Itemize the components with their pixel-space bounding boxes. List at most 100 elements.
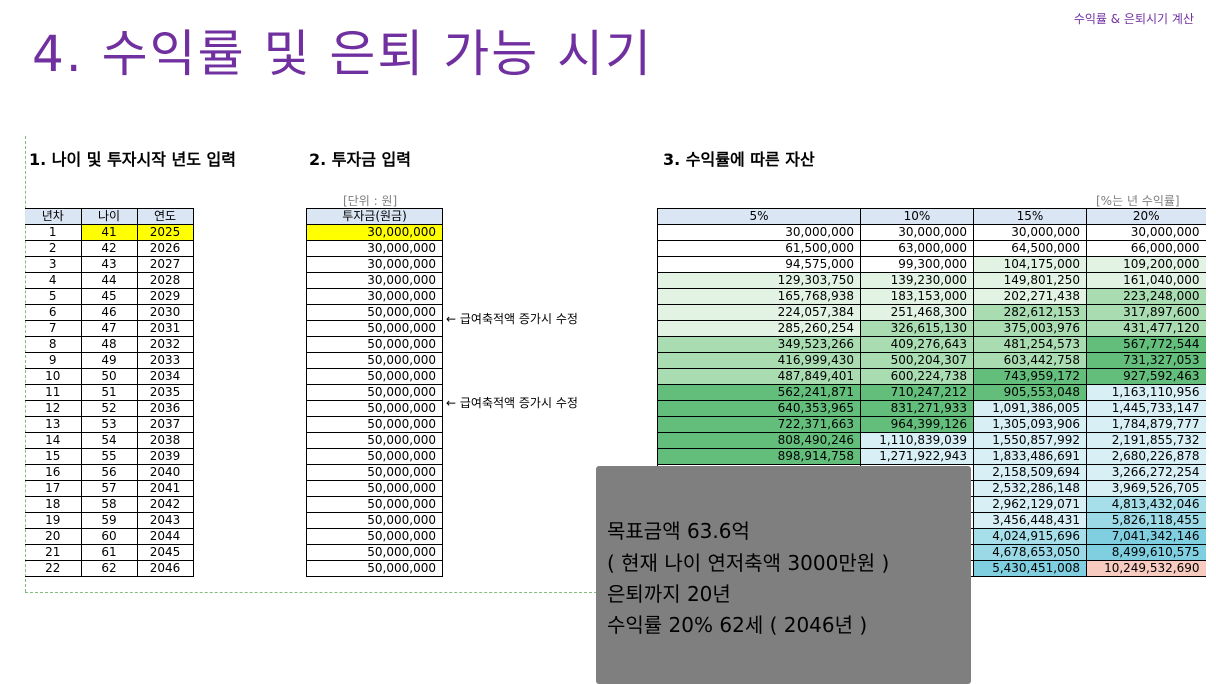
year-cell: 2044 [136, 528, 194, 545]
principal-cell[interactable]: 30,000,000 [306, 256, 443, 273]
asset-15pct-cell: 1,833,486,691 [973, 448, 1087, 465]
header-year-number: 년차 [25, 208, 82, 225]
principal-cell[interactable]: 50,000,000 [306, 320, 443, 337]
year-number-cell: 1 [25, 224, 82, 241]
asset-20pct-cell: 731,327,053 [1086, 352, 1206, 369]
principal-cell[interactable]: 50,000,000 [306, 480, 443, 497]
asset-20pct-cell: 7,041,342,146 [1086, 528, 1206, 545]
asset-10pct-cell: 139,230,000 [860, 272, 974, 289]
age-cell: 52 [80, 400, 138, 417]
principal-cell[interactable]: 50,000,000 [306, 464, 443, 481]
principal-cell[interactable]: 50,000,000 [306, 448, 443, 465]
asset-20pct-cell: 431,477,120 [1086, 320, 1206, 337]
principal-cell[interactable]: 30,000,000 [306, 240, 443, 257]
age-cell: 55 [80, 448, 138, 465]
asset-15pct-cell: 905,553,048 [973, 384, 1087, 401]
asset-20pct-cell: 927,592,463 [1086, 368, 1206, 385]
asset-10pct-cell: 183,153,000 [860, 288, 974, 305]
principal-cell[interactable]: 50,000,000 [306, 384, 443, 401]
table-row: 50,000,000 [306, 304, 443, 321]
asset-10pct-cell: 710,247,212 [860, 384, 974, 401]
asset-15pct-cell: 202,271,438 [973, 288, 1087, 305]
asset-15pct-cell: 743,959,172 [973, 368, 1087, 385]
callout-retire-age: 수익률 20% 62세 ( 2046년 ) [607, 613, 868, 637]
asset-20pct-cell: 30,000,000 [1086, 224, 1206, 241]
year-cell: 2042 [136, 496, 194, 513]
asset-20pct-cell: 2,191,855,732 [1086, 432, 1206, 449]
age-cell: 53 [80, 416, 138, 433]
year-number-cell: 21 [25, 544, 82, 561]
asset-20pct-cell: 1,163,110,956 [1086, 384, 1206, 401]
age-cell: 59 [80, 512, 138, 529]
principal-cell[interactable]: 30,000,000 [306, 272, 443, 289]
asset-20pct-cell: 10,249,532,690 [1086, 560, 1206, 577]
callout-years-to-retire: 은퇴까지 20년 [607, 582, 731, 606]
asset-10pct-cell: 831,271,933 [860, 400, 974, 417]
asset-5pct-cell: 94,575,000 [657, 256, 861, 273]
table-row: 50,000,000 [306, 416, 443, 433]
principal-cell[interactable]: 50,000,000 [306, 400, 443, 417]
asset-10pct-cell: 63,000,000 [860, 240, 974, 257]
section-title-invest: 2. 투자금 입력 [309, 150, 411, 169]
asset-20pct-cell: 1,784,879,777 [1086, 416, 1206, 433]
asset-15pct-cell: 1,305,093,906 [973, 416, 1087, 433]
year-number-cell: 7 [25, 320, 82, 337]
asset-20pct-cell: 3,266,272,254 [1086, 464, 1206, 481]
asset-20pct-cell: 317,897,600 [1086, 304, 1206, 321]
table-row: 50,000,000 [306, 528, 443, 545]
asset-15pct-cell: 4,678,653,050 [973, 544, 1087, 561]
year-number-cell: 13 [25, 416, 82, 433]
asset-10pct-cell: 99,300,000 [860, 256, 974, 273]
asset-10pct-cell: 500,204,307 [860, 352, 974, 369]
principal-cell[interactable]: 50,000,000 [306, 336, 443, 353]
principal-cell[interactable]: 50,000,000 [306, 368, 443, 385]
asset-15pct-cell: 2,532,286,148 [973, 480, 1087, 497]
year-cell: 2040 [136, 464, 194, 481]
table-row: 50,000,000 [306, 400, 443, 417]
age-cell: 51 [80, 384, 138, 401]
asset-5pct-cell: 808,490,246 [657, 432, 861, 449]
year-cell: 2039 [136, 448, 194, 465]
principal-cell[interactable]: 50,000,000 [306, 352, 443, 369]
table-row: 30,000,000 30,000,000 30,000,000 30,000,000 [657, 224, 1206, 241]
asset-15pct-cell: 603,442,758 [973, 352, 1087, 369]
principal-cell[interactable]: 30,000,000 [306, 288, 443, 305]
year-cell: 2026 [136, 240, 194, 257]
year-cell[interactable]: 2025 [136, 224, 194, 241]
year-cell: 2037 [136, 416, 194, 433]
age-cell[interactable]: 41 [80, 224, 138, 241]
table-row: 9 49 2033 [25, 352, 194, 369]
asset-10pct-cell: 30,000,000 [860, 224, 974, 241]
principal-cell[interactable]: 50,000,000 [306, 544, 443, 561]
table-row: 50,000,000 [306, 544, 443, 561]
year-number-cell: 9 [25, 352, 82, 369]
year-number-cell: 17 [25, 480, 82, 497]
age-cell: 43 [80, 256, 138, 273]
principal-cell[interactable]: 50,000,000 [306, 416, 443, 433]
year-number-cell: 15 [25, 448, 82, 465]
principal-cell[interactable]: 50,000,000 [306, 528, 443, 545]
age-cell: 57 [80, 480, 138, 497]
asset-5pct-cell: 285,260,254 [657, 320, 861, 337]
header-rate-10: 10% [860, 208, 974, 225]
asset-15pct-cell: 64,500,000 [973, 240, 1087, 257]
year-cell: 2034 [136, 368, 194, 385]
age-cell: 48 [80, 336, 138, 353]
principal-cell[interactable]: 30,000,000 [306, 224, 443, 241]
table-row: 30,000,000 [306, 224, 443, 241]
table-row: 16 56 2040 [25, 464, 194, 481]
asset-20pct-cell: 5,826,118,455 [1086, 512, 1206, 529]
asset-15pct-cell: 30,000,000 [973, 224, 1087, 241]
table-row: 6 46 2030 [25, 304, 194, 321]
principal-cell[interactable]: 50,000,000 [306, 304, 443, 321]
principal-cell[interactable]: 50,000,000 [306, 512, 443, 529]
slide-title: 4. 수익률 및 은퇴 가능 시기 [32, 25, 654, 83]
age-cell: 62 [80, 560, 138, 577]
principal-cell[interactable]: 50,000,000 [306, 560, 443, 577]
principal-cell[interactable]: 50,000,000 [306, 432, 443, 449]
asset-5pct-cell: 30,000,000 [657, 224, 861, 241]
principal-cell[interactable]: 50,000,000 [306, 496, 443, 513]
table-row: 13 53 2037 [25, 416, 194, 433]
table-row: 640,353,965 831,271,933 1,091,386,005 1,445… [657, 400, 1206, 417]
header-principal: 투자금(원금) [306, 208, 443, 225]
